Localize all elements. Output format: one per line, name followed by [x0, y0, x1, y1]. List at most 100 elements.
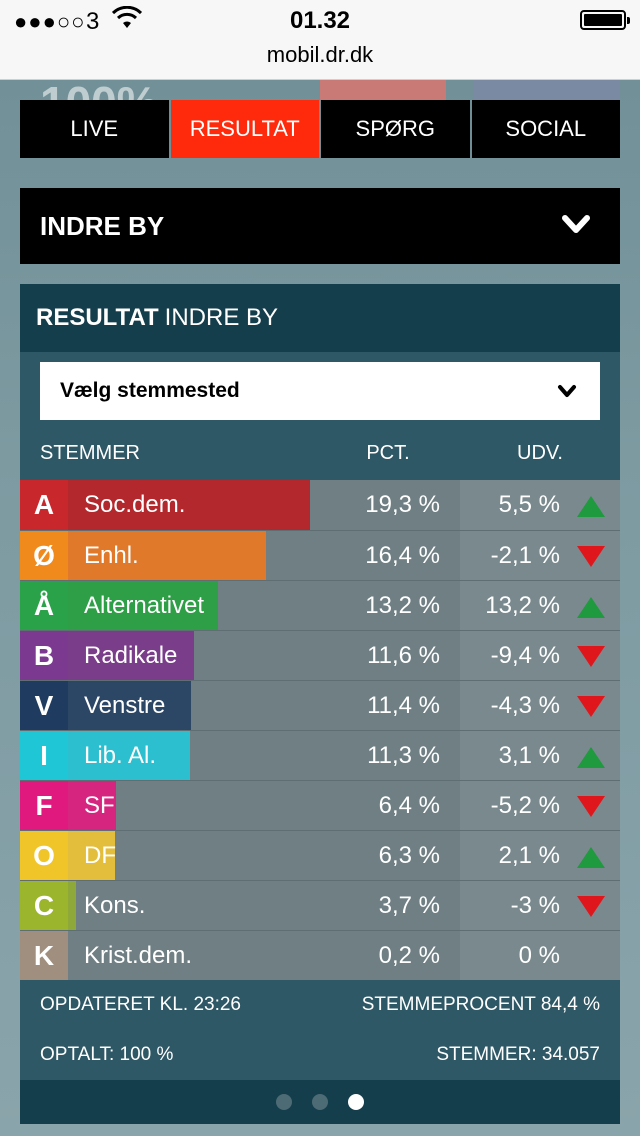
- party-change: 13,2 %: [485, 591, 560, 619]
- party-bar: [20, 480, 310, 530]
- panel-title: RESULTAT INDRE BY: [20, 284, 620, 352]
- party-name: Enhl.: [84, 541, 139, 569]
- wifi-icon: [112, 6, 142, 28]
- party-change: 5,5 %: [498, 491, 560, 518]
- party-letter: V: [20, 681, 68, 730]
- col-header-stemmer: STEMMER: [40, 442, 140, 464]
- party-letter: K: [20, 931, 68, 980]
- party-percent: 6,4 %: [378, 791, 440, 819]
- party-row[interactable]: C Kons. 3,7 % -3 %: [20, 880, 620, 930]
- party-change: -4,3 %: [490, 691, 560, 719]
- party-percent: 3,7 %: [378, 891, 440, 919]
- tab-social[interactable]: SOCIAL: [505, 116, 587, 141]
- party-letter: I: [20, 731, 68, 780]
- party-letter: A: [20, 480, 68, 530]
- results-footer: OPDATERET KL. 23:26 STEMMEPROCENT 84,4 %…: [20, 980, 620, 1080]
- party-letter: C: [20, 881, 68, 930]
- results-list: A Soc.dem. 19,3 % 5,5 % Ø Enhl. 16,4 % -2,1 % Å A…: [20, 480, 620, 980]
- party-row[interactable]: Ø Enhl. 16,4 % -2,1 %: [20, 530, 620, 580]
- page-dot[interactable]: [312, 1094, 328, 1110]
- turnout: STEMMEPROCENT 84,4 %: [361, 994, 600, 1015]
- page-dot[interactable]: [348, 1094, 364, 1110]
- hidden-block: [320, 80, 446, 100]
- change-cell: [460, 931, 620, 980]
- counted: OPTALT: 100 %: [40, 1044, 174, 1065]
- district-dropdown[interactable]: INDRE BY: [20, 188, 620, 264]
- chevron-down-icon: [562, 215, 590, 233]
- party-name: Alternativet: [84, 591, 205, 619]
- party-change: -2,1 %: [490, 541, 560, 569]
- party-row[interactable]: O DF 6,3 % 2,1 %: [20, 830, 620, 880]
- party-name: DF: [84, 841, 116, 869]
- party-percent: 19,3 %: [365, 491, 440, 518]
- address-bar[interactable]: mobil.dr.dk: [266, 42, 374, 67]
- page-dot[interactable]: [276, 1094, 292, 1110]
- updated-time: OPDATERET KL. 23:26: [40, 994, 241, 1015]
- triangle-up-icon: [577, 597, 605, 618]
- party-change: 2,1 %: [498, 841, 560, 869]
- party-name: Kons.: [84, 891, 146, 919]
- triangle-down-icon: [577, 796, 605, 817]
- results-panel: RESULTAT INDRE BY Vælg stemmested STEMME…: [20, 284, 620, 1124]
- party-percent: 11,6 %: [367, 641, 440, 669]
- party-change: -9,4 %: [490, 641, 560, 669]
- party-change: 3,1 %: [498, 741, 560, 769]
- vote-count: STEMMER: 34.057: [436, 1044, 600, 1065]
- party-letter: B: [20, 631, 68, 680]
- tab-sporg[interactable]: SPØRG: [321, 100, 472, 158]
- scrolled-content: 100%: [20, 80, 620, 100]
- party-name: Krist.dem.: [84, 941, 193, 969]
- tab-bar: LIVE RESULTAT SPØRG SOCIAL: [20, 100, 620, 158]
- party-percent: 11,3 %: [367, 741, 440, 769]
- carrier-name: 3: [86, 8, 100, 35]
- party-name: Venstre: [84, 691, 166, 719]
- signal-strength: ●●●○○: [14, 9, 86, 34]
- chevron-down-icon: [558, 385, 576, 397]
- party-percent: 6,3 %: [378, 841, 440, 869]
- triangle-down-icon: [577, 696, 605, 717]
- district-label: INDRE BY: [40, 210, 165, 241]
- triangle-down-icon: [577, 896, 605, 917]
- party-row[interactable]: Å Alternativet 13,2 % 13,2 %: [20, 580, 620, 630]
- party-change: -3 %: [510, 891, 560, 919]
- party-row[interactable]: K Krist.dem. 0,2 % 0 %: [20, 930, 620, 980]
- party-letter: O: [20, 831, 68, 880]
- panel-title-bold: RESULTAT: [36, 304, 159, 331]
- column-headers: STEMMER PCT. UDV.: [20, 442, 620, 468]
- party-letter: Å: [20, 581, 68, 630]
- tab-resultat[interactable]: RESULTAT: [170, 100, 321, 158]
- polling-station-select[interactable]: Vælg stemmested: [40, 362, 600, 420]
- triangle-down-icon: [577, 646, 605, 667]
- party-percent: 11,4 %: [367, 691, 440, 719]
- triangle-up-icon: [577, 747, 605, 768]
- clock: 01.32: [289, 7, 351, 34]
- ghost-text: 100%: [40, 80, 158, 100]
- party-row[interactable]: I Lib. Al. 11,3 % 3,1 %: [20, 730, 620, 780]
- party-letter: Ø: [20, 531, 68, 580]
- party-letter: F: [20, 781, 68, 830]
- party-name: Lib. Al.: [84, 741, 157, 769]
- col-header-pct: PCT.: [366, 442, 410, 464]
- party-change: 0 %: [518, 941, 560, 969]
- party-percent: 16,4 %: [365, 541, 440, 569]
- triangle-up-icon: [577, 496, 605, 517]
- party-row[interactable]: B Radikale 11,6 % -9,4 %: [20, 630, 620, 680]
- party-row[interactable]: F SF 6,4 % -5,2 %: [20, 780, 620, 830]
- panel-title-rest: INDRE BY: [164, 304, 279, 331]
- party-percent: 13,2 %: [365, 591, 440, 619]
- party-name: SF: [84, 791, 115, 819]
- battery-icon: [580, 10, 630, 30]
- party-row[interactable]: V Venstre 11,4 % -4,3 %: [20, 680, 620, 730]
- triangle-down-icon: [577, 546, 605, 567]
- hidden-block: [474, 80, 620, 100]
- party-percent: 0,2 %: [378, 941, 440, 969]
- party-change: -5,2 %: [490, 791, 560, 819]
- tab-live[interactable]: LIVE: [20, 100, 171, 158]
- page-indicator: [20, 1080, 620, 1124]
- select-label: Vælg stemmested: [60, 379, 240, 402]
- party-name: Radikale: [84, 641, 178, 669]
- triangle-up-icon: [577, 847, 605, 868]
- party-row[interactable]: A Soc.dem. 19,3 % 5,5 %: [20, 480, 620, 530]
- col-header-udv: UDV.: [517, 442, 563, 464]
- party-name: Soc.dem.: [84, 491, 186, 518]
